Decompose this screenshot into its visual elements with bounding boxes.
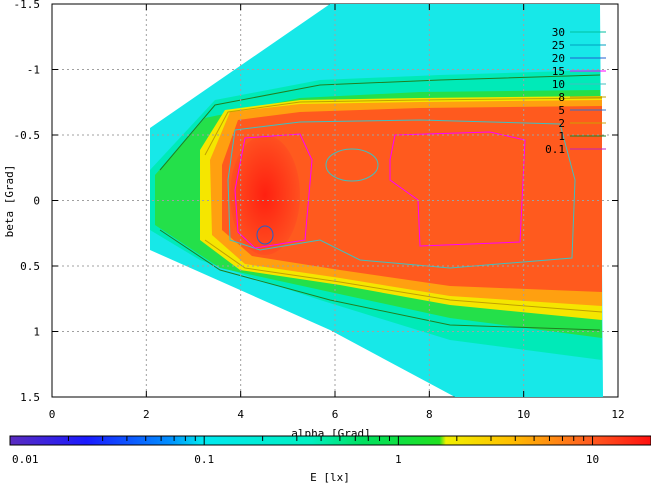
legend-label: 0.1 <box>545 143 565 156</box>
contour-line-10 <box>227 119 576 269</box>
colorbar-tick-label: 1 <box>395 453 402 466</box>
x-axis-ticks: 0 2 4 6 8 10 12 <box>49 4 625 421</box>
x-tick-label: 6 <box>332 408 339 421</box>
y-tick-label: -1 <box>27 64 40 77</box>
contour-line-mid-lower <box>204 239 603 313</box>
contour-line-mid <box>204 97 603 156</box>
x-tick-label: 8 <box>426 408 433 421</box>
x-tick-label: 12 <box>611 408 624 421</box>
x-tick-label: 0 <box>49 408 56 421</box>
legend-label: 8 <box>558 91 565 104</box>
legend-label: 1 <box>558 130 565 143</box>
heatmap-red-region <box>222 106 602 292</box>
y-tick-label: 0.5 <box>20 260 40 273</box>
legend-label: 20 <box>552 52 565 65</box>
legend-label: 5 <box>558 104 565 117</box>
colorbar-tick-label: 0.1 <box>194 453 214 466</box>
colorbar-tick-label: 10 <box>586 453 599 466</box>
y-tick-label: 1.5 <box>20 391 40 404</box>
y-tick-label: 0 <box>33 195 40 208</box>
x-tick-label: 4 <box>237 408 244 421</box>
legend-label: 2 <box>558 117 565 130</box>
y-axis-ticks: -1.5 -1 -0.5 0 0.5 1 1.5 <box>14 0 618 404</box>
y-tick-label: -1.5 <box>14 0 41 11</box>
heatmap-hotspot <box>230 135 300 255</box>
colorbar-ticks: 0.01 0.1 1 10 <box>9 436 651 466</box>
y-tick-label: -0.5 <box>14 129 41 142</box>
legend-label: 15 <box>552 65 565 78</box>
grid-lines <box>52 4 618 397</box>
legend-label: 30 <box>552 26 565 39</box>
legend-label: 10 <box>552 78 565 91</box>
x-tick-label: 10 <box>517 408 530 421</box>
y-tick-label: 1 <box>33 326 40 339</box>
x-tick-label: 2 <box>143 408 150 421</box>
contour-line-outer <box>159 74 601 171</box>
contour-line-20 <box>256 225 274 245</box>
colorbar <box>9 435 651 446</box>
contour-line-outer-lower <box>159 229 601 331</box>
colorbar-tick-label: 0.01 <box>12 453 39 466</box>
heatmap-field <box>150 4 603 397</box>
colorbar-label: E [lx] <box>310 471 350 484</box>
contour-line-cool <box>325 148 379 182</box>
y-axis-label: beta [Grad] <box>3 165 16 238</box>
contour-line-15b <box>389 131 526 247</box>
legend-label: 25 <box>552 39 565 52</box>
